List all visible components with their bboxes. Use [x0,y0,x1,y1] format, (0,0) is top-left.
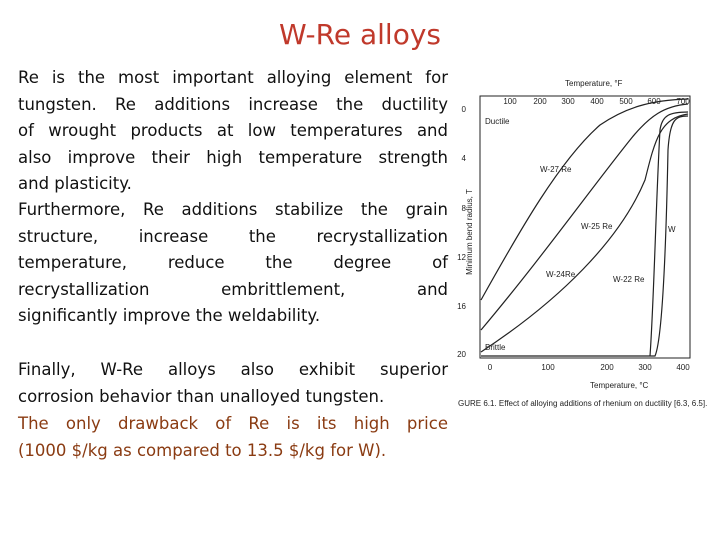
bottom-tick-label: 300 [638,363,652,372]
left-axis-title: Minimum bend radius, T [465,189,474,275]
top-axis-title: Temperature, °F [565,79,623,88]
curve-label: W-25 Re [581,222,613,231]
curve-label: W-24Re [546,270,576,279]
text-line: (1000 $/kg as compared to 13.5 $/kg for … [18,440,387,460]
curve-w27re [480,98,689,301]
left-tick-label: 0 [462,105,467,114]
left-tick-label: 12 [457,253,466,262]
top-tick-label: 700 [676,97,690,106]
curve-w22re [649,111,689,357]
curve-w24re [480,113,689,353]
bottom-axis-title: Temperature, °C [590,381,649,390]
text-line: Finally, W-Re alloys also exhibit superi… [18,360,448,379]
curves [480,98,689,357]
curve-label: W [668,225,676,234]
text-line: also improve their high temperature stre… [18,147,448,167]
text-line: and plasticity. [18,174,132,193]
top-tick-label: 600 [647,97,661,106]
curve-label: Brittle [485,343,506,352]
title-text: W-Re alloys [279,18,441,51]
bottom-tick-label: 0 [488,363,493,372]
top-tick-label: 200 [533,97,547,106]
left-tick-label: 8 [462,204,467,213]
text-line: tungsten. Re additions increase the duct… [18,94,448,114]
text-line: significantly improve the weldability. [18,306,321,325]
bottom-tick-label: 100 [541,363,555,372]
top-tick-label: 100 [503,97,517,106]
text-line: of wrought products at low temperatures … [18,121,448,140]
left-tick-label: 4 [462,154,467,163]
text-line: temperature, reduce the degree of [18,253,448,272]
curve-label: W-27 Re [540,165,572,174]
text-line: corrosion behavior than unalloyed tungst… [18,386,385,406]
figure-caption: GURE 6.1. Effect of alloying additions o… [458,399,707,408]
slide-title: W-Re alloys [0,18,720,51]
left-tick-label: 16 [457,302,466,311]
top-tick-label: 300 [561,97,575,106]
text-line: Furthermore, Re additions stabilize the … [18,200,448,219]
bottom-tick-label: 400 [676,363,690,372]
top-tick-label: 500 [619,97,633,106]
curve-label: W-22 Re [613,275,645,284]
left-tick-label: 20 [457,350,466,359]
text-line: structure, increase the recrystallizatio… [18,226,448,246]
bottom-tick-label: 200 [600,363,614,372]
curve-label: Ductile [485,117,510,126]
text-line: The only drawback of Re is its high pric… [18,414,448,433]
text-line: recrystallization embrittlement, and [18,279,448,299]
curve-w [481,115,689,357]
top-tick-label: 400 [590,97,604,106]
text-line: Re is the most important alloying elemen… [18,68,448,87]
plot-frame [479,95,691,359]
curve-w25re [480,103,689,331]
